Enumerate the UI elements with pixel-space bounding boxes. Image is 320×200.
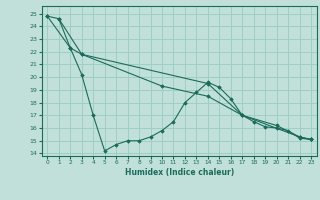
X-axis label: Humidex (Indice chaleur): Humidex (Indice chaleur)	[124, 168, 234, 177]
